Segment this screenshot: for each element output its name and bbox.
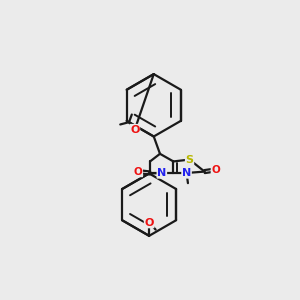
Text: O: O bbox=[134, 167, 142, 177]
Text: O: O bbox=[144, 218, 154, 228]
Text: S: S bbox=[186, 154, 194, 165]
Text: O: O bbox=[130, 124, 140, 135]
Text: N: N bbox=[182, 168, 191, 178]
Text: O: O bbox=[211, 165, 220, 175]
Text: N: N bbox=[157, 168, 167, 178]
